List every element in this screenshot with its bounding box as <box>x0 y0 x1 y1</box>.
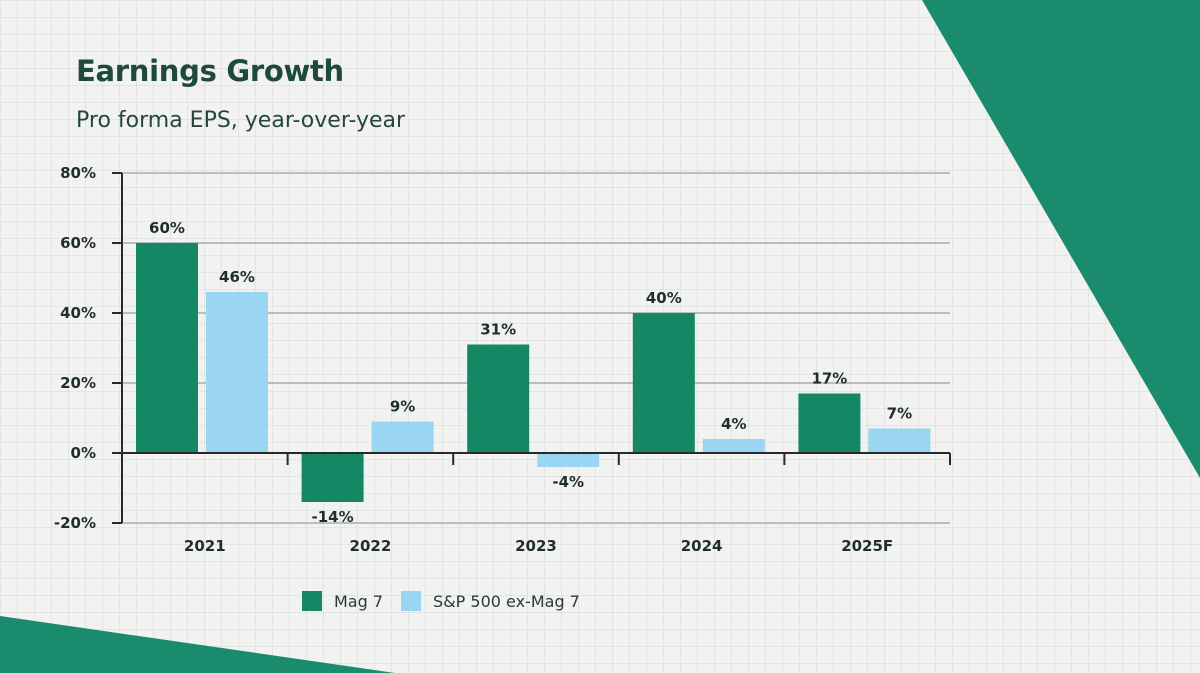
legend-item-sp500: S&P 500 ex-Mag 7 <box>401 591 580 611</box>
legend-item-mag7: Mag 7 <box>302 591 383 611</box>
axes <box>112 172 951 524</box>
x-tick-label: 2025F <box>841 537 893 555</box>
legend: Mag 7 S&P 500 ex-Mag 7 <box>302 591 598 611</box>
y-tick-label: 60% <box>60 234 96 252</box>
bar-mag7-2023 <box>467 344 530 453</box>
y-tick-label: 20% <box>60 374 96 392</box>
bar-mag7-2021 <box>136 243 198 453</box>
legend-label-mag7: Mag 7 <box>334 591 384 611</box>
bar-sp500-2025F <box>868 428 931 453</box>
bar-sp500-2021 <box>206 292 268 453</box>
data-label: 4% <box>721 415 746 433</box>
bar-mag7-2022 <box>301 453 364 502</box>
data-label: 60% <box>149 219 185 237</box>
x-tick-label: 2024 <box>681 537 723 555</box>
x-tick-label: 2022 <box>350 537 392 555</box>
legend-swatch-sp500 <box>401 591 422 611</box>
bars <box>136 243 931 502</box>
data-label: 7% <box>887 405 912 423</box>
data-label: 31% <box>480 321 516 339</box>
bar-sp500-2024 <box>702 439 765 453</box>
y-tick-label: 40% <box>60 304 96 322</box>
legend-label-sp500: S&P 500 ex-Mag 7 <box>433 591 580 611</box>
y-tick-label: -20% <box>54 514 96 532</box>
labels: 80% 60% 40% 20% 0% -20% 2021 60% 46% 2022 -14% 9% 20… <box>54 164 912 555</box>
chart-subtitle: Pro forma EPS, year-over-year <box>76 108 406 133</box>
y-tick-label: 0% <box>71 444 96 462</box>
bar-mag7-2024 <box>632 313 695 453</box>
x-tick-label: 2021 <box>184 537 226 555</box>
data-label: 46% <box>219 268 255 286</box>
x-tick-label: 2023 <box>515 537 557 555</box>
y-tick-label: 80% <box>60 164 96 182</box>
data-label: 40% <box>646 289 682 307</box>
data-label: 17% <box>811 370 847 388</box>
data-label: -4% <box>552 473 584 491</box>
data-label: 9% <box>390 398 415 416</box>
legend-swatch-mag7 <box>302 591 322 611</box>
data-label: -14% <box>312 508 354 526</box>
bar-mag7-2025F <box>798 393 861 453</box>
bar-sp500-2022 <box>371 421 434 453</box>
chart-title: Earnings Growth <box>76 54 344 88</box>
bar-sp500-2023 <box>537 453 600 467</box>
